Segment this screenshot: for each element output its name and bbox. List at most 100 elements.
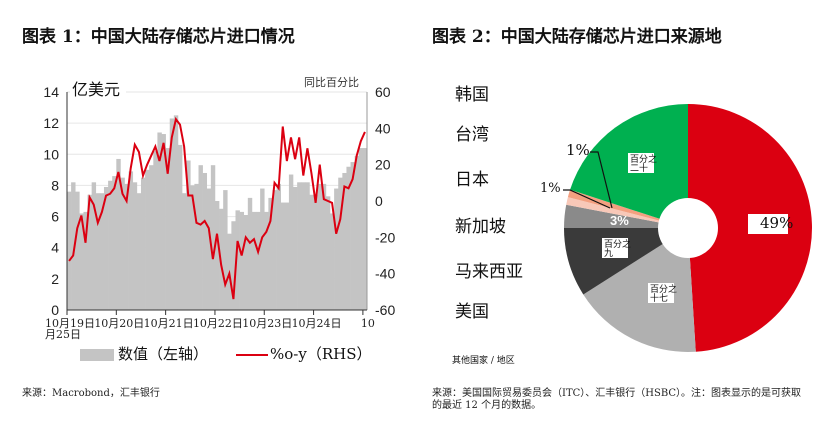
- bar: [87, 194, 92, 310]
- left-tick: 0: [51, 302, 59, 318]
- bar: [288, 174, 294, 310]
- right-tick: 60: [375, 84, 391, 100]
- legend-line-label: %o-y（RHS）: [270, 345, 372, 363]
- left-tick: 12: [43, 115, 59, 131]
- bar: [342, 172, 347, 310]
- bar: [79, 213, 84, 310]
- pie-slice-新加坡: [566, 197, 688, 228]
- bar: [317, 183, 323, 310]
- legend-bar-swatch: [80, 349, 114, 361]
- bar: [247, 197, 253, 310]
- bar: [321, 183, 327, 310]
- bar: [124, 183, 129, 310]
- bar: [293, 186, 298, 310]
- chart2-title: 图表 2：中国大陆存储芯片进口来源地: [432, 27, 722, 47]
- pie-slice-日本: [567, 189, 688, 228]
- bar: [313, 194, 318, 310]
- slice-label: 3%: [610, 213, 629, 228]
- bar: [95, 193, 101, 310]
- left-tick: 14: [43, 84, 59, 100]
- bar: [231, 221, 236, 310]
- bar: [239, 211, 245, 310]
- right-tick: 20: [375, 157, 391, 173]
- bar: [251, 211, 257, 310]
- bar: [354, 155, 360, 310]
- bar: [235, 210, 240, 310]
- chart2-source: 来源：美国国际贸易委员会（ITC）、汇丰银行（HSBC）。注：图表显示的是可获取…: [432, 388, 802, 411]
- slice-label: 1%: [566, 141, 590, 159]
- legend-bar: 数值（左轴）: [80, 343, 208, 364]
- bar: [108, 180, 113, 310]
- bar: [301, 182, 306, 310]
- bar: [161, 134, 166, 310]
- slice-label: 百分之: [630, 153, 657, 165]
- right-tick: -40: [375, 266, 395, 282]
- bar: [103, 186, 109, 310]
- bar: [272, 190, 277, 310]
- slice-label-bg: [602, 238, 628, 258]
- bar: [206, 188, 212, 310]
- bar: [71, 182, 76, 310]
- bar: [260, 188, 265, 310]
- bar: [116, 158, 121, 310]
- bar: [169, 118, 175, 310]
- x-tick-label: 10月22日: [193, 317, 243, 330]
- x-tick-label: 10月20日: [94, 317, 144, 330]
- bar: [358, 148, 364, 310]
- x-tick-label: 10月23日: [242, 317, 292, 330]
- slice-label: 百分之: [604, 238, 631, 250]
- slice-label: 十七: [650, 292, 668, 304]
- unit-bg: [70, 78, 126, 100]
- legend-label: 马来西亚: [455, 262, 523, 282]
- bar: [280, 202, 286, 310]
- right-tick: -20: [375, 229, 395, 245]
- bar: [214, 201, 220, 310]
- left-tick: 2: [51, 271, 59, 287]
- bar: [194, 183, 199, 310]
- pie-hole: [658, 198, 718, 258]
- bar: [334, 188, 339, 310]
- bar: [91, 182, 97, 310]
- bar: [325, 196, 331, 310]
- bar: [305, 182, 310, 310]
- bar: [182, 193, 187, 310]
- right-tick: 40: [375, 120, 391, 136]
- bar: [99, 193, 105, 310]
- bar: [350, 162, 355, 310]
- bar: [338, 177, 343, 310]
- legend-line: %o-y（RHS）: [236, 343, 371, 364]
- legend-label: 日本: [455, 170, 489, 190]
- right-unit-label: 同比百分比: [304, 76, 359, 89]
- legend-label: 新加坡: [455, 217, 506, 237]
- slice-label: 九: [604, 248, 613, 259]
- bar: [223, 190, 228, 310]
- slice-label-bg: [628, 153, 654, 173]
- bar: [256, 211, 261, 310]
- slice-label-bg: [648, 283, 674, 303]
- leader-line: [590, 151, 613, 209]
- bar: [132, 182, 138, 310]
- bar: [268, 197, 273, 310]
- x-tick-label: 月25日: [45, 328, 81, 341]
- bar: [83, 211, 88, 310]
- x-tick-label: 10: [361, 317, 375, 330]
- chart1-title: 图表 1：中国大陆存储芯片进口情况: [22, 27, 295, 47]
- legend-label: 韩国: [455, 85, 489, 105]
- left-tick: 10: [43, 146, 59, 162]
- bar: [186, 160, 191, 310]
- chart1-source: 来源：Macrobond，汇丰银行: [22, 388, 160, 399]
- left-unit-label: 亿美元: [72, 80, 120, 99]
- bar: [145, 169, 150, 310]
- bar: [276, 183, 281, 310]
- slice-label: 49%: [760, 214, 793, 232]
- pie-slice-其他国家 / 地区: [583, 228, 696, 352]
- legend-bar-label: 数值（左轴）: [118, 345, 209, 363]
- bar: [330, 213, 335, 310]
- x-tick-label: 10月19日: [45, 317, 95, 330]
- x-tick-label: 10月24日: [292, 317, 342, 330]
- bar: [210, 165, 216, 310]
- legend-label: 美国: [455, 302, 489, 322]
- legend-label: 台湾: [455, 125, 489, 145]
